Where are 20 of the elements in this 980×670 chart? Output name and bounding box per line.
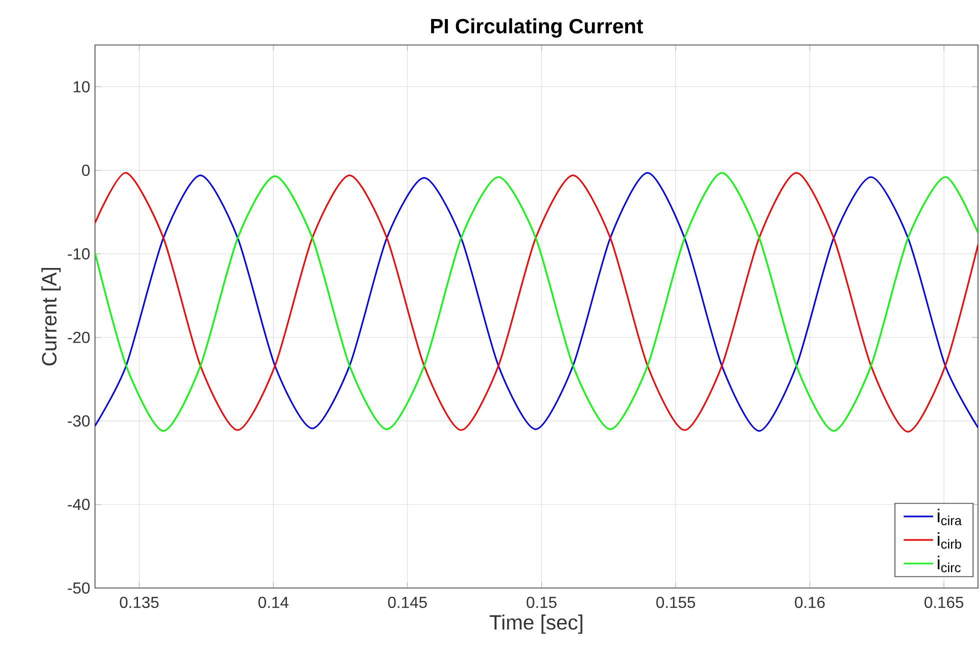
x-tick-label: 0.155: [656, 596, 696, 608]
legend-label: i$_{cira}$: [938, 508, 962, 526]
x-axis-title: Time [sec]: [490, 614, 582, 634]
x-tick-label: 0.145: [388, 596, 427, 608]
y-tick-label: -20: [68, 332, 90, 344]
y-tick-label: -10: [68, 248, 90, 260]
x-tick-label: 0.165: [924, 596, 964, 608]
y-tick-label: 10: [74, 81, 90, 92]
y-axis-title: Current [A]: [41, 268, 61, 366]
chart-title: PI Circulating Current: [431, 18, 644, 38]
y-tick-label: 0: [82, 164, 90, 176]
legend-label: i$_{circ}$: [938, 556, 961, 572]
y-tick-label: -50: [68, 582, 90, 594]
x-tick-label: 0.14: [258, 596, 288, 608]
legend-label: i$_{cirb}$: [938, 532, 962, 549]
x-tick-label: 0.135: [120, 596, 159, 608]
y-tick-label: -30: [68, 415, 90, 427]
x-tick-label: 0.15: [526, 596, 556, 608]
x-tick-label: 0.16: [794, 596, 825, 608]
y-tick-label: -40: [68, 498, 90, 510]
